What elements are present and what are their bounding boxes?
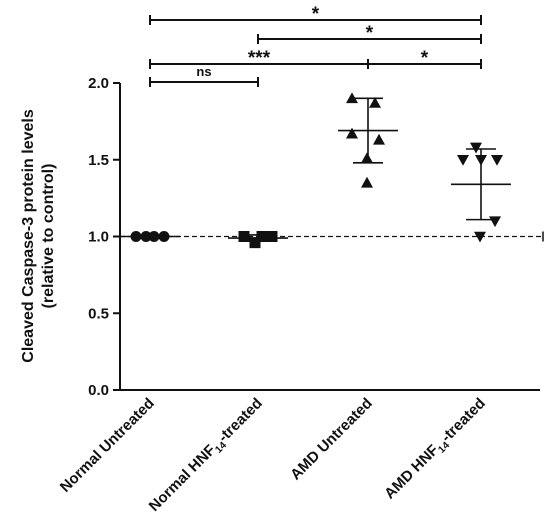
data-point: [249, 237, 261, 249]
y-tick-label: 2.0: [88, 75, 109, 92]
data-point: [346, 127, 358, 139]
y-tick-label: 1.5: [88, 152, 109, 169]
category-label: AMD Untreated: [287, 395, 376, 484]
data-point: [489, 216, 501, 228]
category-label: Normal Untreated: [57, 395, 158, 496]
category-label: Normal HNF14-treated: [146, 395, 268, 517]
y-tick-label: 0.5: [88, 305, 109, 322]
category-label-main: AMD Untreated: [287, 395, 376, 484]
data-point: [491, 154, 503, 166]
data-point: [148, 231, 160, 242]
data-point: [361, 152, 373, 164]
data-point: [256, 231, 268, 242]
significance-label: ns: [196, 64, 211, 79]
data-point: [475, 154, 487, 166]
data-point: [140, 231, 152, 242]
data-point: [470, 142, 482, 154]
y-axis-label: Cleaved Caspase-3 protein levels: [20, 109, 37, 363]
category-label: AMD HNF14-treated: [381, 395, 491, 505]
data-point: [130, 231, 142, 242]
category-label-main: Normal Untreated: [57, 395, 158, 496]
significance-label: *: [366, 23, 374, 44]
y-tick-label: 1.0: [88, 229, 109, 246]
data-point: [474, 231, 486, 243]
data-point: [373, 133, 385, 145]
data-point: [158, 231, 170, 242]
significance-label: *: [312, 4, 320, 25]
category-label-main: Normal HNF: [146, 442, 219, 515]
category-label-main: AMD HNF: [381, 442, 442, 503]
data-point: [369, 96, 381, 108]
significance-label: ***: [248, 48, 271, 69]
data-point: [238, 231, 250, 242]
significance-label: *: [421, 48, 429, 69]
category-label-suffix: -treated: [438, 395, 489, 446]
data-point: [457, 154, 469, 166]
data-point: [361, 176, 373, 188]
data-point: [346, 92, 358, 104]
y-axis-label-secondary: (relative to control): [40, 164, 57, 309]
category-label-suffix: -treated: [215, 395, 266, 446]
y-tick-label: 0.0: [88, 382, 109, 399]
data-point: [266, 231, 278, 242]
